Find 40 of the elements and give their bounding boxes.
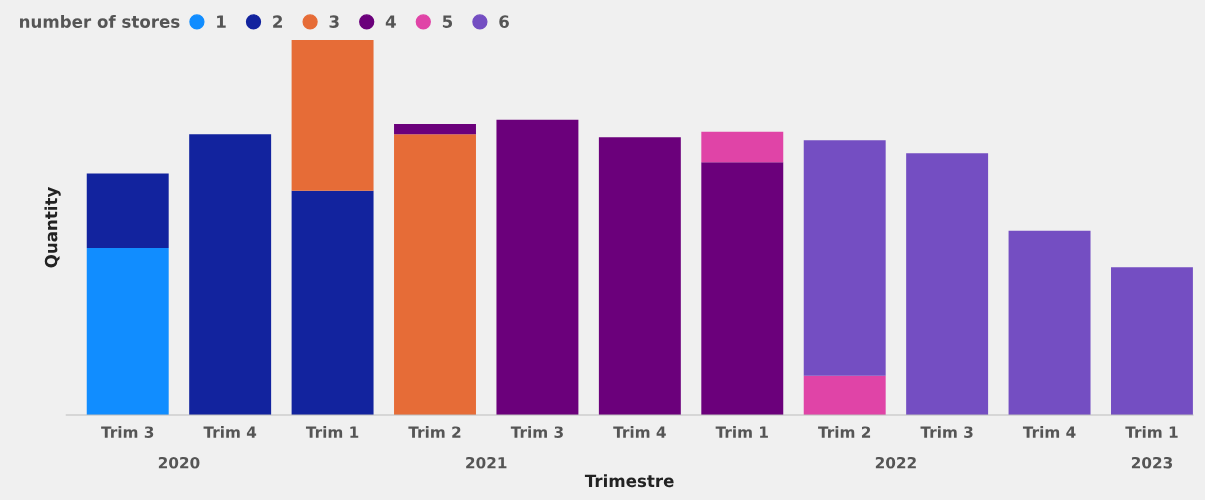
bar (803, 375, 886, 415)
x-tick-label: Trim 4 (203, 426, 257, 438)
bar (291, 190, 374, 415)
legend-label: 5 (442, 15, 453, 28)
legend-label: 2 (273, 15, 282, 28)
text: 2021 (466, 456, 507, 469)
bar (394, 124, 476, 135)
bar (86, 248, 169, 415)
bar (86, 173, 169, 249)
legend-label: 4 (385, 15, 396, 28)
x-tick-label: Trim 3 (101, 426, 154, 438)
bar (189, 134, 272, 415)
legend-title: number of stores (20, 15, 180, 28)
bar (394, 134, 476, 415)
text: 2022 (875, 456, 916, 469)
x-tick-label: Trim 4 (1022, 426, 1076, 438)
x-tick-label: Trim 2 (408, 426, 461, 438)
bar (598, 137, 681, 415)
bar (906, 153, 989, 415)
x-tick-label: Trim 1 (715, 426, 768, 438)
legend-label: 3 (329, 15, 339, 28)
bar (701, 131, 784, 163)
legend-label: 1 (217, 15, 226, 28)
x-tick-label: Trim 2 (818, 426, 871, 438)
x-tick-label: Trim 4 (613, 426, 666, 438)
text: 2020 (158, 456, 200, 469)
bar (496, 119, 579, 415)
bar (1111, 267, 1193, 415)
bar (291, 40, 374, 191)
legend-label: 6 (499, 15, 509, 28)
bar (803, 140, 886, 376)
x-tick-label: Trim 1 (305, 426, 359, 438)
bar (1008, 230, 1091, 415)
x-axis-title: Trimestre (584, 474, 674, 488)
bar (701, 162, 784, 415)
x-tick-label: Trim 3 (510, 426, 563, 438)
y-axis-title: Quantity (44, 186, 61, 268)
x-tick-label: Trim 1 (1125, 426, 1178, 438)
text: 2023 (1131, 456, 1173, 469)
x-tick-label: Trim 3 (920, 426, 973, 438)
